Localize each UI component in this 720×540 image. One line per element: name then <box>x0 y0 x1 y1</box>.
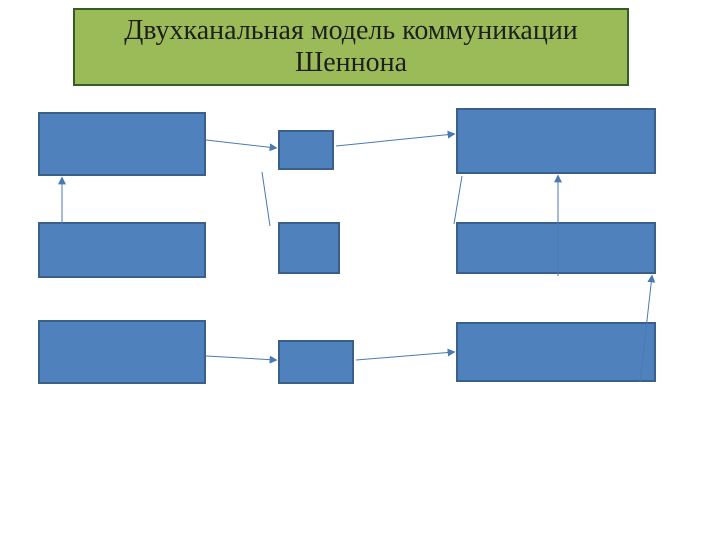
diagram-canvas: Двухканальная модель коммуникации Шеннон… <box>0 0 720 540</box>
title-text: Двухканальная модель коммуникации Шеннон… <box>75 15 627 79</box>
node-left-top <box>38 112 206 176</box>
node-center-top <box>278 130 334 170</box>
node-center-mid <box>278 222 340 274</box>
node-right-bot <box>456 322 656 382</box>
title-box: Двухканальная модель коммуникации Шеннон… <box>73 8 629 86</box>
node-center-bot <box>278 340 354 384</box>
node-right-mid <box>456 222 656 274</box>
node-left-mid <box>38 222 206 278</box>
node-right-top <box>456 108 656 174</box>
node-left-bot <box>38 320 206 384</box>
